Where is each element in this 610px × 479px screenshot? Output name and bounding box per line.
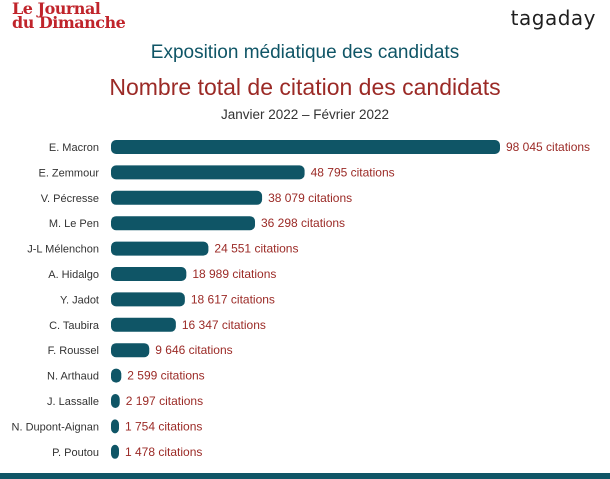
category-label: E. Zemmour: [38, 167, 99, 179]
bar: [111, 317, 176, 332]
brand-logo-line1: Le Journal: [12, 0, 101, 18]
brand-logo-tagaday: tagaday: [510, 6, 596, 30]
value-label: 2 599 citations: [127, 369, 204, 383]
category-label: Y. Jadot: [60, 294, 99, 306]
value-label: 1 754 citations: [125, 419, 202, 433]
value-label: 38 079 citations: [268, 191, 352, 205]
category-label: F. Roussel: [48, 345, 99, 357]
category-label: N. Arthaud: [47, 371, 99, 383]
chart-period: Janvier 2022 – Février 2022: [220, 107, 390, 122]
value-label: 36 298 citations: [261, 216, 345, 230]
bar: [111, 394, 120, 408]
value-label: 48 795 citations: [311, 165, 395, 179]
bar: [111, 292, 185, 307]
bar: [111, 241, 209, 256]
bar: [111, 165, 305, 180]
chart-subtitle: Nombre total de citation des candidats: [109, 74, 501, 100]
brand-logo-line2: du Dimanche: [12, 13, 126, 32]
category-label: C. Taubira: [49, 320, 100, 332]
bar: [111, 140, 500, 154]
value-label: 98 045 citations: [506, 140, 590, 154]
value-label: 16 347 citations: [182, 318, 266, 332]
bar: [111, 444, 119, 459]
category-label: P. Poutou: [52, 447, 99, 459]
category-label: N. Dupont-Aignan: [12, 421, 99, 433]
bar: [111, 216, 256, 231]
category-label: M. Le Pen: [49, 218, 99, 230]
category-label: V. Pécresse: [41, 193, 99, 205]
category-label: J-L Mélenchon: [27, 244, 99, 256]
value-label: 2 197 citations: [126, 394, 203, 408]
bar: [111, 368, 122, 383]
bar: [111, 267, 187, 281]
footer-bar: [0, 473, 610, 479]
value-label: 1 478 citations: [125, 445, 202, 459]
chart-title: Exposition médiatique des candidats: [150, 42, 460, 63]
bar: [111, 419, 119, 434]
category-label: A. Hidalgo: [48, 269, 99, 281]
brand-logo-jdd: Le Journal du Dimanche: [12, 0, 126, 32]
category-label: E. Macron: [49, 142, 99, 154]
category-label: J. Lassalle: [47, 396, 99, 408]
bar-chart: E. Macron 98 045 citations E. Zemmour 48 79…: [12, 140, 590, 459]
value-label: 18 989 citations: [192, 267, 276, 281]
value-label: 9 646 citations: [155, 343, 232, 357]
value-label: 24 551 citations: [214, 242, 298, 256]
value-label: 18 617 citations: [191, 292, 275, 306]
bar: [111, 190, 263, 205]
bar: [111, 343, 150, 358]
